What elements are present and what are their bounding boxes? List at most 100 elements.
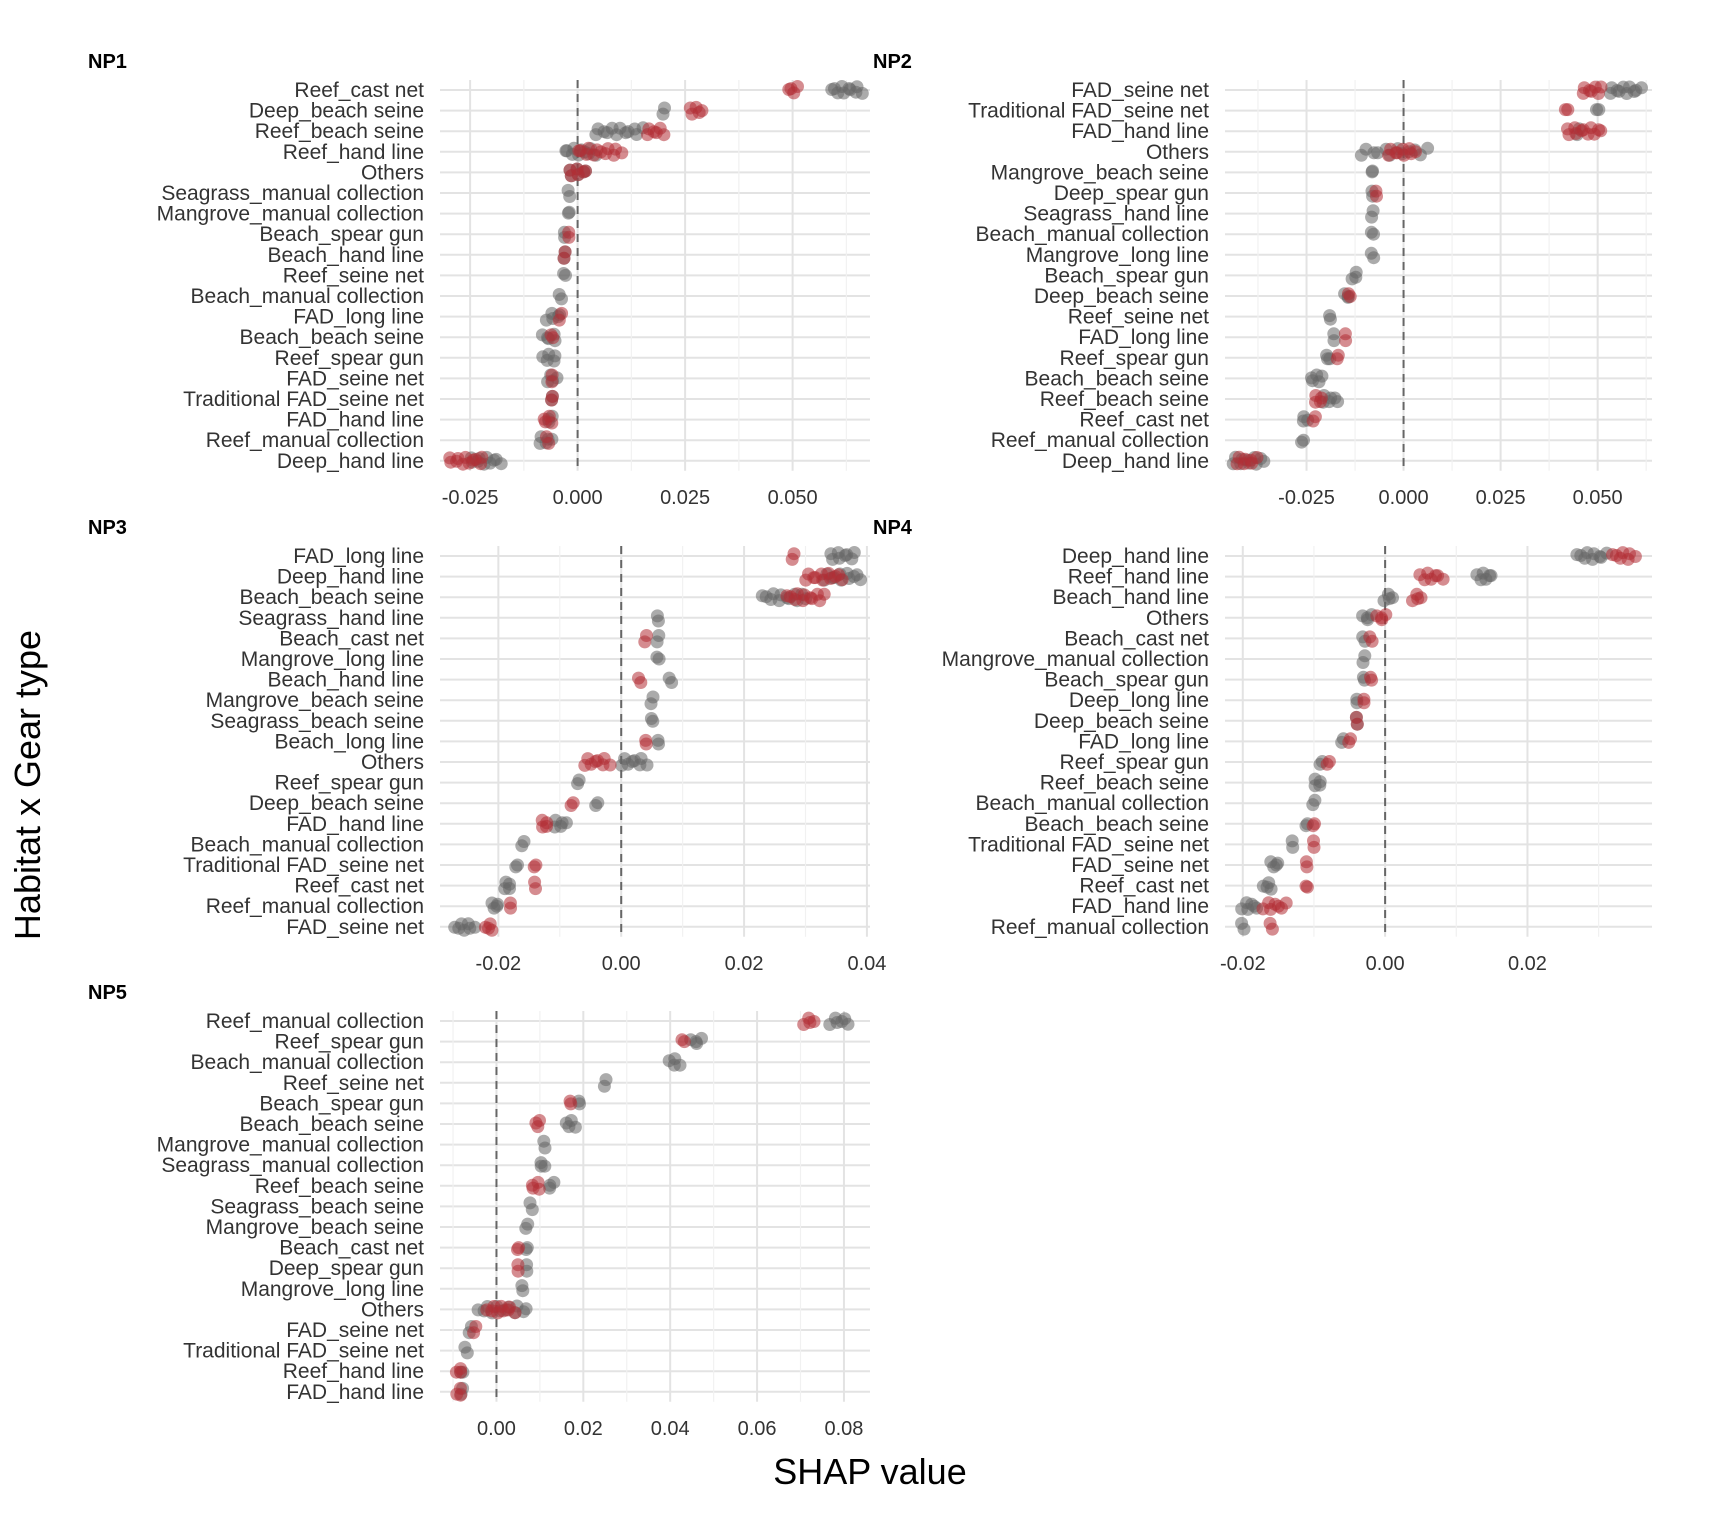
red-shap-point [1343,290,1357,303]
red-shap-point [1342,735,1356,749]
category-label: Reef_beach seine [255,120,424,143]
red-shap-point [564,799,578,812]
category-label: Mangrove_manual collection [157,1134,424,1157]
category-label: Beach_beach seine [240,1113,424,1136]
red-shap-point [1279,896,1293,910]
red-shap-point [1594,80,1608,94]
gray-shap-point [589,799,603,812]
category-label: Beach_beach seine [240,586,424,609]
red-shap-point [695,104,709,118]
category-label: Beach_beach seine [240,326,424,349]
category-label: Reef_beach seine [255,1175,424,1198]
x-tick-label: 0.000 [553,487,603,509]
x-tick-label: 0.02 [725,953,764,975]
red-shap-point [475,450,489,464]
gray-shap-point [515,839,529,853]
gray-shap-point [855,86,869,100]
category-label: Reef_manual collection [206,895,424,918]
gray-shap-point [652,652,666,666]
category-label: Others [361,161,424,184]
category-label: Reef_spear gun [1060,751,1209,774]
category-label: Reef_manual collection [206,1010,424,1033]
red-shap-point [817,587,831,601]
category-label: Seagrass_manual collection [161,182,424,205]
red-shap-point [1306,414,1320,428]
red-shap-point [511,1258,525,1272]
category-label: Reef_cast net [294,875,424,898]
red-shap-point [1414,591,1428,605]
category-label: Reef_manual collection [991,429,1209,452]
red-shap-point [555,306,569,320]
gray-shap-point [695,1031,708,1045]
category-label: Deep_beach seine [1034,285,1209,308]
category-label: Beach_manual collection [191,1051,424,1074]
red-shap-point [1365,673,1379,687]
category-label: Others [1146,141,1209,164]
gray-shap-point [555,292,568,306]
category-label: Mangrove_manual collection [942,648,1209,671]
gray-shap-point [468,920,482,934]
gray-shap-point [646,690,660,704]
gray-shap-point [519,1302,533,1316]
panel-title: NP5 [88,982,127,1004]
red-shap-point [1558,103,1572,117]
gray-shap-point [1237,922,1251,936]
red-shap-point [639,737,653,751]
gray-shap-point [646,714,660,728]
category-label: FAD_long line [1078,730,1209,753]
category-label: Reef_cast net [1079,409,1209,432]
gray-shap-point [509,860,523,874]
category-label: Seagrass_hand line [1023,203,1209,226]
gray-shap-point [847,546,861,559]
red-shap-point [540,816,554,830]
category-label: Mangrove_manual collection [157,203,424,226]
gray-shap-point [571,777,585,791]
red-shap-point [527,860,541,874]
gray-shap-point [568,1120,582,1134]
category-label: Deep_beach seine [249,792,424,815]
red-shap-point [1300,860,1314,874]
category-label: Mangrove_long line [241,1278,424,1301]
red-shap-point [1365,634,1379,648]
gray-shap-point [841,1017,855,1031]
x-tick-label: 0.04 [847,953,886,975]
red-shap-point [1314,391,1328,405]
category-label: FAD_long line [1078,326,1209,349]
category-label: Mangrove_beach seine [206,689,424,712]
category-label: Beach_spear gun [1044,264,1209,287]
red-shap-point [603,758,617,772]
category-label: Reef_spear gun [1060,347,1209,370]
red-shap-point [634,676,648,689]
category-label: FAD_seine net [286,916,424,939]
red-shap-point [562,230,576,244]
gray-shap-point [1367,227,1380,241]
category-label: FAD_hand line [286,409,424,432]
red-shap-point [1330,352,1344,366]
gray-shap-point [519,1221,533,1235]
red-shap-point [1357,696,1371,710]
red-shap-point [454,1362,467,1376]
category-label: Deep_hand line [277,566,424,589]
category-label: FAD_hand line [286,813,424,836]
category-label: Beach_hand line [1053,586,1209,609]
panel-title: NP1 [88,51,127,73]
red-shap-point [657,128,671,142]
category-label: Deep_spear gun [1054,182,1209,205]
x-tick-label: 0.00 [602,953,641,975]
gray-shap-point [538,1159,552,1173]
category-label: Traditional FAD_seine net [183,388,424,411]
red-shap-point [1307,834,1320,848]
gray-shap-point [1484,569,1498,583]
category-label: Reef_hand line [1068,566,1209,589]
red-shap-point [1370,189,1383,203]
x-axis-title: SHAP value [773,1451,966,1492]
gray-shap-point [523,1196,537,1210]
x-tick-label: -0.02 [476,953,522,975]
red-shap-point [791,80,804,93]
category-label: FAD_hand line [1071,120,1209,143]
gray-shap-point [547,1175,561,1189]
red-shap-point [1436,572,1450,586]
